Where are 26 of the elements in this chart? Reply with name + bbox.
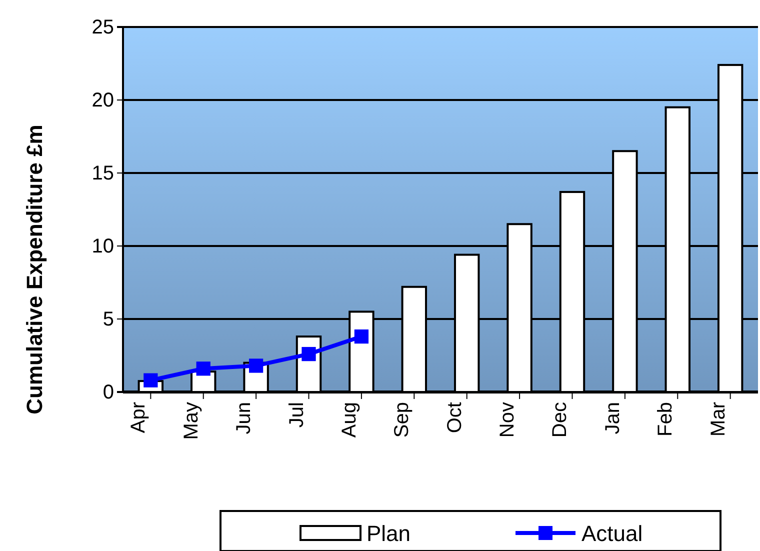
y-axis-title: Cumulative Expenditure £m (22, 124, 47, 414)
x-tick-label: Jan (602, 402, 624, 434)
x-tick-label: Dec (549, 402, 572, 438)
x-tick-label: Jun (233, 402, 256, 434)
y-tick-label: 5 (102, 308, 114, 330)
x-tick-label: Oct (444, 402, 466, 434)
x-tick-label: Sep (391, 402, 414, 438)
point (248, 358, 264, 373)
x-tick-label: May (180, 402, 202, 440)
point (196, 362, 210, 376)
x-tick-label: Mar (707, 402, 730, 436)
point (302, 346, 316, 362)
legend-label: Actual (582, 521, 643, 546)
y-tick-label: 15 (92, 162, 114, 184)
y-tick-label: 20 (92, 89, 114, 112)
point (144, 373, 158, 388)
x-tick-label: Nov (496, 402, 519, 438)
legend-label: Plan (366, 521, 411, 546)
x-tick-label: Aug (338, 402, 360, 438)
y-tick-label: 25 (92, 16, 114, 38)
x-tick-label: Jul (286, 402, 308, 428)
x-tick-label: Feb (654, 402, 677, 436)
x-tick-label: Apr (128, 402, 150, 434)
point (354, 329, 369, 344)
y-tick-label: 10 (92, 235, 114, 258)
y-tick-label: 0 (102, 381, 114, 404)
